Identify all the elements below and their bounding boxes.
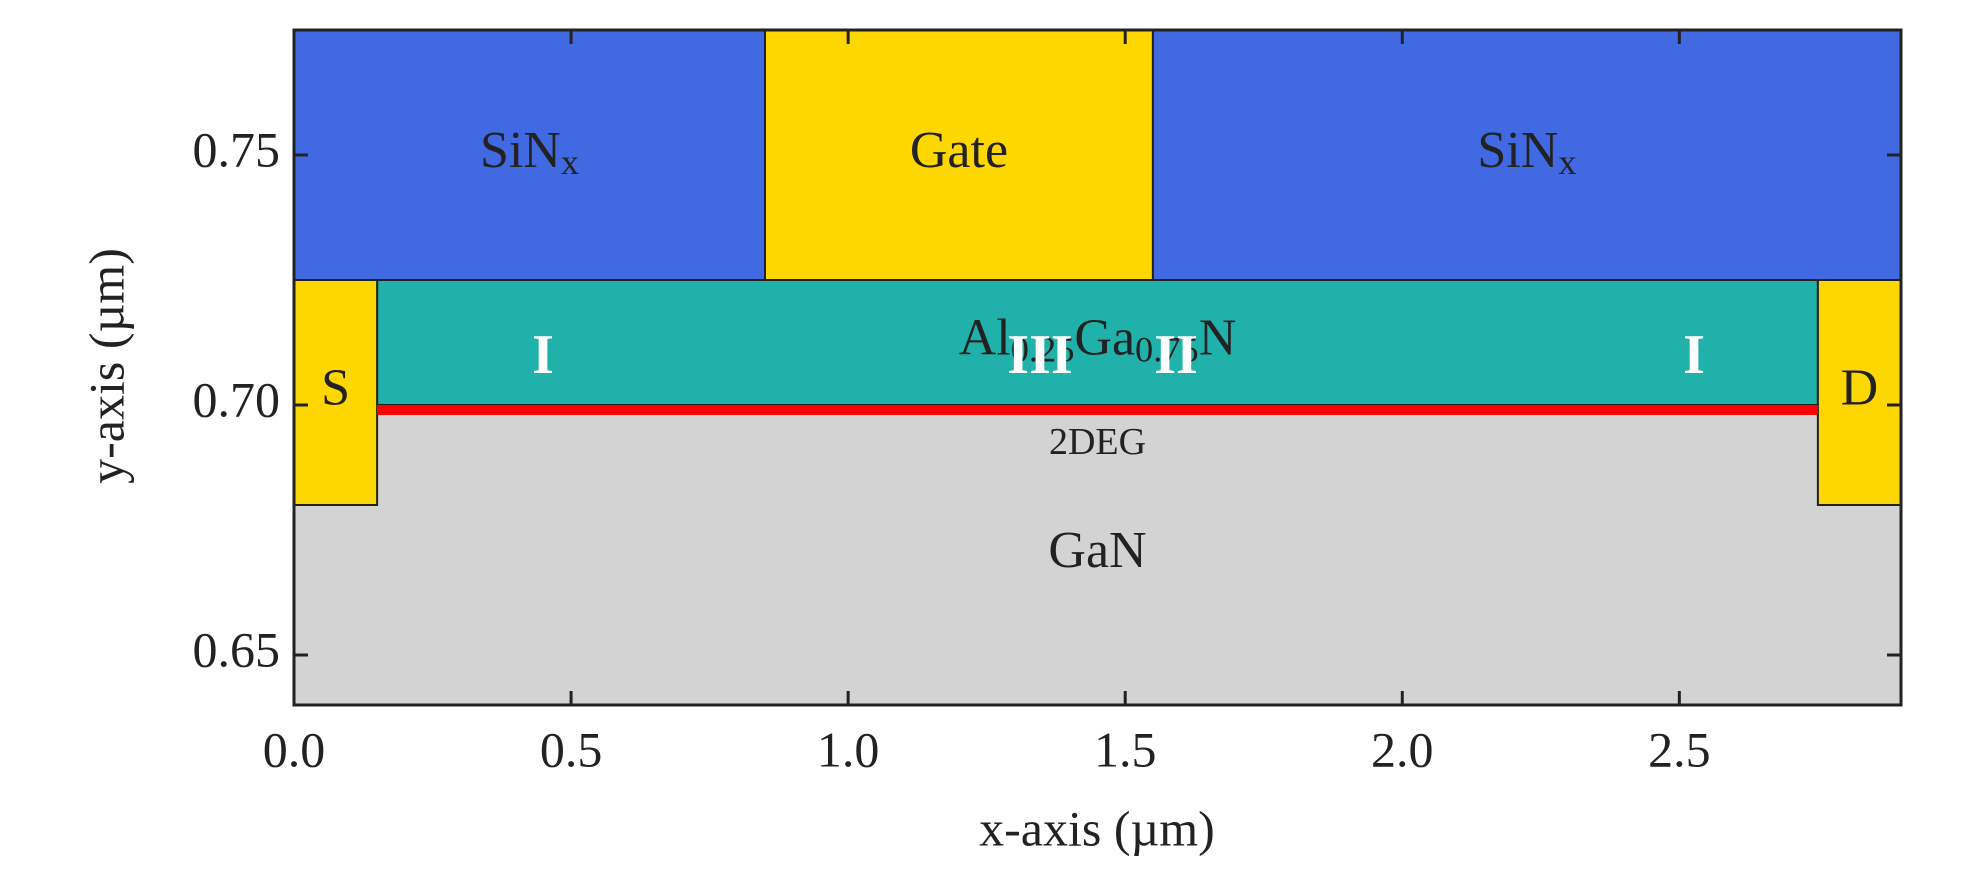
region-numeral: I [1683,324,1705,386]
label-part: SiN [1477,122,1558,179]
label-part: x [1558,142,1576,182]
label-part: 0.75 [1135,330,1199,370]
x-tick-label: 1.5 [1094,721,1157,777]
y-tick-label: 0.70 [193,371,281,427]
region [293,29,767,281]
region-numeral: II [1154,324,1198,386]
label-part: 2DEG [1049,421,1146,463]
label-part: Ga [1074,309,1135,366]
region-label: S [321,359,350,416]
x-tick-label: 1.0 [817,721,880,777]
label-part: D [1841,359,1879,416]
label-part: S [321,359,350,416]
region-label: GaN [1048,522,1146,579]
x-tick-label: 2.5 [1648,721,1711,777]
label-part: GaN [1048,522,1146,579]
region-label: 2DEG [1049,421,1146,463]
label-part: SiN [480,122,561,179]
y-axis-label: y-axis (µm) [78,248,134,484]
region-label: SiNx [1477,122,1576,182]
x-axis-label: x-axis (µm) [979,800,1215,856]
plot-frame [292,28,1903,707]
label-part: Al [959,309,1011,366]
region-numeral: III [1007,324,1072,386]
label-part: 0.25 [1011,330,1075,370]
region [1816,279,1902,506]
region [376,279,1819,406]
region [293,279,379,506]
region-numeral: I [532,324,554,386]
x-tick-label: 0.0 [263,721,326,777]
region-label: Al0.25Ga0.75N [959,309,1237,369]
region [293,404,1902,706]
label-part: N [1199,309,1237,366]
label-part: x [561,142,579,182]
x-tick-label: 2.0 [1371,721,1434,777]
region-label: SiNx [480,122,579,182]
x-tick-label: 0.5 [540,721,603,777]
region-label: D [1841,359,1879,416]
label-part: Gate [910,122,1008,179]
region [377,405,1818,415]
y-tick-label: 0.65 [193,621,281,677]
y-tick-label: 0.75 [193,121,281,177]
region-label: Gate [910,122,1008,179]
